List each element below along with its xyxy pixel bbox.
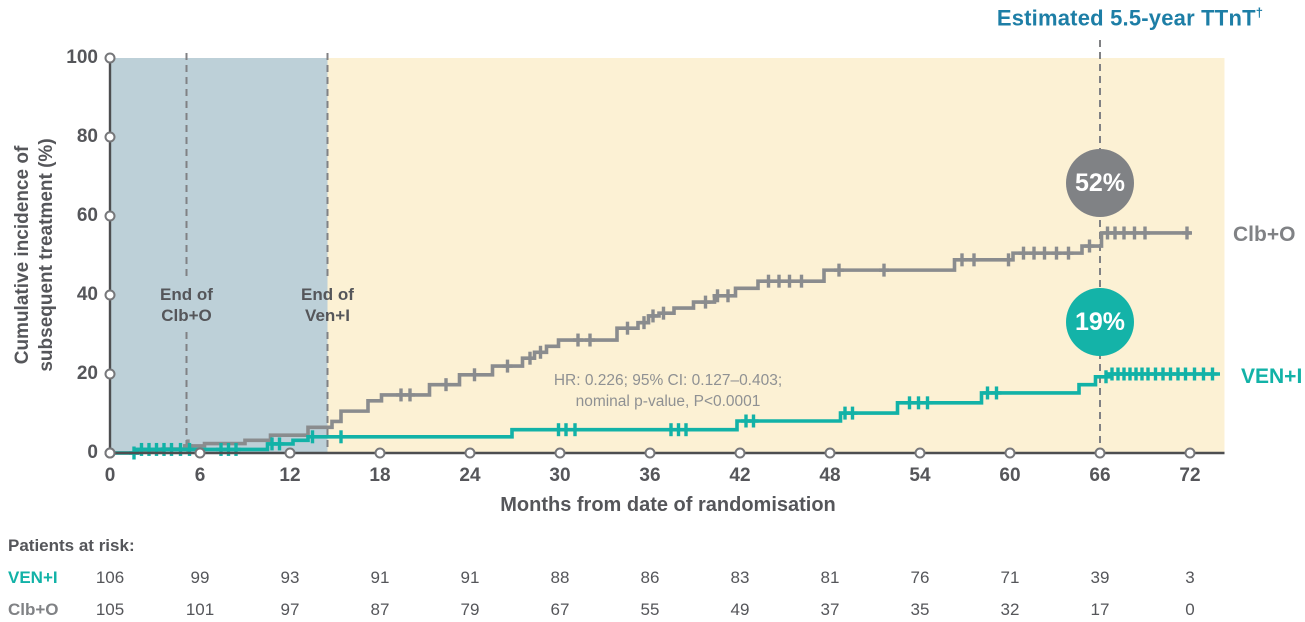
risk-count: 83	[730, 568, 750, 587]
y-tick-circle	[104, 289, 116, 301]
risk-count: 49	[730, 600, 750, 619]
risk-count: 87	[370, 600, 390, 619]
end-of-veni-label: End of Ven+I	[263, 284, 393, 326]
x-tick-circle	[284, 447, 296, 459]
risk-count: 86	[640, 568, 660, 587]
end-of-veni-line1: End of	[301, 285, 354, 304]
x-tick-circle	[824, 447, 836, 459]
x-tick-circle	[464, 447, 476, 459]
risk-count: 91	[460, 568, 480, 587]
x-tick-label: 54	[909, 465, 931, 486]
y-tick-label: 0	[87, 442, 98, 463]
y-tick-circle	[104, 210, 116, 222]
risk-row-label-veni: VEN+I	[8, 568, 58, 587]
hr-annotation-line2: nominal p-value, P<0.0001	[575, 393, 761, 410]
chart-title-text: Estimated 5.5-year TTnT	[996, 5, 1256, 31]
post-treatment-period-shading	[327, 58, 1225, 453]
x-tick-label: 42	[729, 465, 751, 486]
risk-count: 101	[185, 600, 215, 619]
risk-count: 88	[550, 568, 570, 587]
y-tick-label: 100	[66, 47, 98, 68]
x-tick-label: 36	[639, 465, 661, 486]
risk-count: 0	[1185, 600, 1195, 619]
risk-count: 99	[190, 568, 210, 587]
x-tick-label: 48	[819, 465, 841, 486]
risk-count: 35	[910, 600, 930, 619]
x-tick-circle	[554, 447, 566, 459]
x-tick-label: 24	[459, 465, 481, 486]
risk-table-header: Patients at risk:	[8, 536, 135, 555]
x-tick-circle	[1184, 447, 1196, 459]
risk-count: 97	[280, 600, 300, 619]
end-of-veni-line2: Ven+I	[305, 306, 350, 325]
hr-annotation-line1: HR: 0.226; 95% CI: 0.127–0.403;	[553, 372, 783, 389]
veni-curve-label: VEN+I	[1241, 365, 1303, 388]
x-tick-circle	[914, 447, 926, 459]
risk-count: 39	[1090, 568, 1110, 587]
x-tick-circle	[104, 447, 116, 459]
y-axis-title-line1: Cumulative incidence of	[12, 145, 33, 365]
x-tick-label: 66	[1089, 465, 1111, 486]
y-axis-title-line2: subsequent treatment (%)	[36, 138, 57, 372]
risk-count: 106	[95, 568, 125, 587]
risk-count: 55	[640, 600, 660, 619]
risk-row-label-clbo: Clb+O	[8, 600, 59, 619]
x-tick-circle	[374, 447, 386, 459]
y-axis-title: Cumulative incidence of subsequent treat…	[11, 55, 61, 455]
risk-count: 91	[370, 568, 390, 587]
clbo-curve-label: Clb+O	[1233, 223, 1296, 246]
hazard-ratio-annotation: HR: 0.226; 95% CI: 0.127–0.403; nominal …	[518, 370, 818, 412]
x-tick-circle	[1094, 447, 1106, 459]
y-tick-label: 60	[76, 205, 98, 226]
x-tick-label: 0	[104, 465, 116, 486]
risk-count: 79	[460, 600, 480, 619]
x-tick-label: 72	[1179, 465, 1201, 486]
end-of-clbo-line1: End of	[160, 285, 213, 304]
x-tick-circle	[644, 447, 656, 459]
x-tick-circle	[734, 447, 746, 459]
y-tick-circle	[104, 131, 116, 143]
x-tick-label: 18	[369, 465, 391, 486]
end-of-clbo-label: End of Clb+O	[122, 284, 252, 326]
risk-count: 81	[820, 568, 840, 587]
risk-count: 32	[1000, 600, 1020, 619]
clbo-estimate-badge: 52%	[1066, 148, 1134, 217]
x-tick-circle	[1004, 447, 1016, 459]
x-tick-label: 12	[279, 465, 301, 486]
risk-count: 93	[280, 568, 300, 587]
end-of-clbo-line2: Clb+O	[161, 306, 212, 325]
x-tick-label: 60	[999, 465, 1021, 486]
risk-count: 17	[1090, 600, 1110, 619]
x-tick-circle	[194, 447, 206, 459]
risk-count: 105	[95, 600, 125, 619]
risk-count: 37	[820, 600, 840, 619]
x-tick-label: 6	[194, 465, 206, 486]
y-tick-label: 80	[76, 126, 98, 147]
x-tick-label: 30	[549, 465, 571, 486]
y-tick-label: 40	[76, 284, 98, 305]
risk-count: 76	[910, 568, 930, 587]
x-axis-title: Months from date of randomisation	[500, 494, 836, 516]
risk-count: 71	[1000, 568, 1020, 587]
risk-count: 67	[550, 600, 570, 619]
y-tick-label: 20	[76, 363, 98, 384]
chart-title-dagger: †	[1255, 5, 1264, 20]
risk-count: 3	[1185, 568, 1195, 587]
y-tick-circle	[104, 52, 116, 64]
veni-estimate-badge: 19%	[1066, 287, 1134, 356]
chart-title: Estimated 5.5-year TTnT†	[970, 5, 1290, 31]
early-treatment-period-shading	[110, 58, 328, 453]
y-tick-circle	[104, 368, 116, 380]
